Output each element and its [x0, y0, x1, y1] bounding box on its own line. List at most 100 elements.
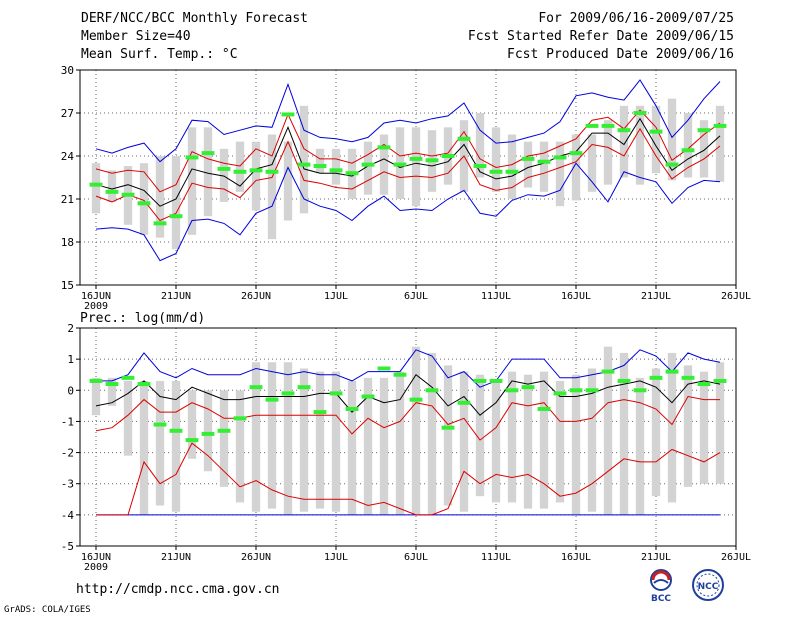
spread-box — [155, 156, 165, 238]
x-tick-label: 26JUL — [721, 552, 751, 563]
spread-box — [283, 141, 293, 221]
spread-box — [107, 170, 117, 202]
spread-box — [379, 377, 389, 515]
spread-box — [155, 380, 165, 506]
footer-url[interactable]: http://cmdp.ncc.cma.gov.cn — [76, 582, 280, 597]
spread-box — [411, 127, 421, 207]
observation-marker — [489, 378, 503, 383]
y-tick-label: -2 — [61, 447, 74, 460]
header-refer-date: Fcst Started Refer Date 2009/06/15 — [467, 29, 734, 44]
spread-box — [267, 362, 277, 509]
spread-box — [619, 352, 629, 515]
observation-marker — [361, 162, 375, 167]
observation-marker — [457, 136, 471, 141]
observation-marker — [329, 391, 343, 396]
y-tick-label: 18 — [61, 236, 74, 249]
spread-box — [299, 368, 309, 512]
spread-box — [139, 380, 149, 515]
spread-box — [331, 148, 341, 185]
spread-box — [299, 105, 309, 214]
observation-marker — [553, 391, 567, 396]
observation-marker — [681, 375, 695, 380]
observation-marker — [505, 388, 519, 393]
observation-marker — [297, 162, 311, 167]
spread-box — [635, 377, 645, 515]
y-tick-label: 27 — [61, 107, 74, 120]
spread-box — [571, 374, 581, 515]
ensemble-mean-line — [95, 117, 721, 207]
observation-marker — [313, 410, 327, 415]
observation-marker — [185, 155, 199, 160]
observation-marker — [137, 201, 151, 206]
spread-box — [715, 362, 725, 484]
spread-box — [475, 374, 485, 497]
y-tick-label: -3 — [61, 478, 74, 491]
upper-blue-line — [96, 349, 721, 388]
spread-box — [315, 148, 325, 174]
observation-marker — [521, 156, 535, 161]
spread-box — [315, 371, 325, 509]
spread-box — [123, 380, 133, 456]
spread-box — [171, 156, 181, 250]
x-tick-label: 11JUL — [481, 552, 511, 563]
observation-marker — [89, 378, 103, 383]
x-tick-label: 26JUN — [241, 552, 271, 563]
observation-marker — [201, 431, 215, 436]
spread-box — [219, 390, 229, 487]
x-tick-label: 16JUN — [81, 291, 111, 302]
spread-box — [427, 352, 437, 515]
spread-box — [379, 134, 389, 195]
x-tick-label: 21JUL — [641, 291, 671, 302]
x-year-label: 2009 — [84, 301, 108, 312]
y-tick-label: 30 — [61, 64, 74, 77]
observation-marker — [537, 159, 551, 164]
lower-red-line — [96, 442, 721, 516]
x-tick-label: 1JUL — [324, 291, 348, 302]
spread-box — [187, 390, 197, 459]
spread-box — [491, 380, 501, 503]
spread-box — [251, 141, 261, 211]
observation-marker — [265, 169, 279, 174]
y-tick-label: 15 — [61, 279, 74, 292]
spread-box — [555, 380, 565, 503]
header-produced-date: Fcst Produced Date 2009/06/16 — [507, 47, 734, 62]
observation-marker — [265, 397, 279, 402]
observation-marker — [249, 385, 263, 390]
observation-marker — [489, 169, 503, 174]
spread-box — [187, 127, 197, 235]
spread-box — [571, 134, 581, 201]
observation-marker — [233, 169, 247, 174]
spread-box — [683, 113, 693, 178]
lower-red-line — [95, 127, 721, 222]
spread-box — [587, 368, 597, 512]
observation-marker — [409, 156, 423, 161]
header-variable: Mean Surf. Temp.: °C — [81, 47, 238, 62]
spread-box — [363, 377, 373, 515]
observation-marker — [665, 369, 679, 374]
bcc-logo: BCC — [650, 569, 672, 604]
observation-marker — [153, 221, 167, 226]
observation-marker — [569, 388, 583, 393]
header-period: For 2009/06/16-2009/07/25 — [538, 11, 734, 26]
observation-marker — [393, 372, 407, 377]
x-tick-label: 16JUL — [561, 291, 591, 302]
observation-marker — [473, 378, 487, 383]
x-tick-label: 21JUN — [161, 552, 191, 563]
observation-marker — [697, 128, 711, 133]
observation-marker — [345, 406, 359, 411]
observation-marker — [121, 192, 135, 197]
spread-box — [219, 148, 229, 202]
x-tick-label: 1JUL — [324, 552, 348, 563]
observation-marker — [217, 166, 231, 171]
observation-marker — [297, 385, 311, 390]
observation-marker — [425, 388, 439, 393]
upper-red-line — [95, 109, 721, 193]
spread-box — [283, 362, 293, 515]
x-tick-label: 16JUN — [81, 552, 111, 563]
plot-frame — [79, 69, 737, 286]
observation-marker — [281, 112, 295, 117]
spread-box — [459, 371, 469, 512]
spread-box — [203, 390, 213, 472]
bcc-logo-text: BCC — [651, 594, 671, 604]
y-tick-label: 1 — [67, 353, 74, 366]
